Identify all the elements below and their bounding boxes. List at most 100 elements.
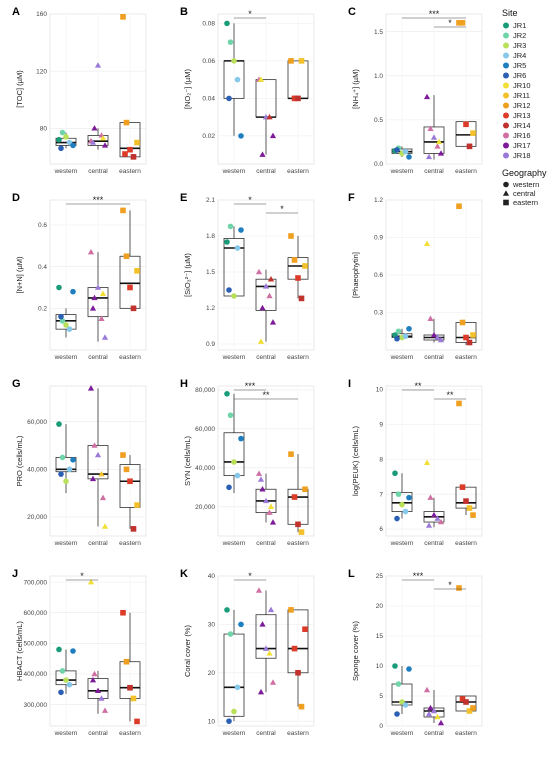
legend-site-swatch: [503, 42, 509, 49]
data-point: [298, 58, 305, 64]
data-point: [399, 501, 405, 508]
x-tick-label: eastern: [119, 354, 141, 361]
data-point: [456, 20, 462, 26]
data-point: [392, 663, 398, 669]
y-tick-label: 25: [376, 573, 384, 580]
data-point: [231, 459, 237, 465]
data-point: [423, 240, 431, 246]
data-point: [456, 400, 462, 407]
data-point: [437, 719, 445, 726]
panel-A: 80 120 160 western central eastern A [TOC] (µM): [12, 6, 147, 175]
data-point: [63, 478, 69, 485]
data-point: [459, 696, 466, 702]
data-point: [269, 679, 277, 685]
data-point: [70, 142, 76, 149]
data-point: [91, 125, 98, 131]
data-point: [224, 390, 230, 397]
y-axis-label: [NO₂⁻] (µM): [183, 69, 192, 109]
y-tick-label: 1.8: [206, 233, 215, 240]
data-point: [255, 470, 263, 476]
x-tick-label: western: [222, 730, 246, 737]
x-tick-label: central: [88, 540, 108, 547]
data-point: [231, 58, 237, 64]
data-point: [434, 143, 441, 149]
data-point: [238, 621, 244, 628]
data-point: [302, 263, 308, 269]
data-point: [288, 233, 294, 239]
y-axis-label: Sponge cover (%): [351, 620, 360, 681]
data-point: [101, 523, 109, 529]
data-point: [425, 710, 433, 717]
legend-site-label: JR12: [513, 101, 531, 110]
y-axis-label: [TOC] (µM): [15, 70, 24, 108]
legend-geography-label: central: [513, 189, 536, 198]
y-tick-label: 6: [379, 526, 383, 533]
data-point: [227, 223, 234, 230]
y-tick-label: 20,000: [195, 504, 215, 511]
box: [223, 432, 245, 477]
data-point: [70, 288, 76, 295]
y-tick-label: 20,000: [27, 514, 47, 521]
panel-label: D: [12, 192, 20, 204]
data-point: [267, 503, 275, 510]
y-tick-label: 10: [376, 387, 384, 394]
legend-geography-label: western: [512, 180, 539, 189]
data-point: [122, 151, 128, 157]
x-tick-label: western: [54, 354, 78, 361]
y-tick-label: 80,000: [195, 387, 215, 394]
legend-geography-swatch: [503, 199, 509, 206]
data-point: [262, 645, 270, 651]
data-point: [427, 315, 434, 321]
data-point: [127, 284, 133, 291]
data-point: [123, 253, 130, 260]
legend-site-label: JR13: [513, 111, 531, 120]
data-point: [238, 435, 244, 442]
y-tick-label: 0.9: [206, 341, 215, 348]
legend-site-label: JR17: [513, 141, 531, 150]
x-tick-label: central: [424, 354, 444, 361]
y-axis-label: [N+N] (µM): [15, 256, 24, 294]
data-point: [430, 707, 438, 714]
data-point: [56, 646, 62, 653]
data-point: [238, 133, 244, 139]
data-point: [423, 459, 431, 465]
data-point: [427, 704, 434, 711]
data-point: [94, 687, 102, 694]
x-tick-label: eastern: [119, 540, 141, 547]
data-point: [425, 522, 433, 528]
data-point: [98, 315, 105, 321]
panel-label: K: [180, 568, 188, 580]
data-point: [59, 454, 66, 461]
data-point: [56, 284, 62, 291]
data-point: [291, 95, 298, 102]
legend-site-swatch: [503, 102, 509, 109]
legend-site-swatch: [503, 62, 509, 69]
legend-site-label: JR2: [513, 31, 526, 40]
data-point: [394, 335, 400, 342]
y-tick-label: 700,000: [24, 579, 48, 586]
y-tick-label: 5: [379, 693, 383, 700]
box: [391, 491, 413, 512]
data-point: [406, 494, 412, 501]
y-tick-label: 0.6: [374, 272, 383, 279]
data-point: [56, 421, 62, 427]
x-tick-label: central: [256, 354, 276, 361]
legend: SiteJR1JR2JR3JR4JR5JR6JR10JR11JR12JR13JR…: [502, 8, 547, 207]
significance-label: **: [414, 381, 422, 391]
y-tick-label: 0.0: [374, 161, 383, 168]
data-point: [298, 529, 305, 535]
legend-site-label: JR3: [513, 41, 526, 50]
significance-label: *: [280, 204, 284, 214]
x-tick-label: western: [222, 168, 246, 175]
data-point: [89, 475, 97, 482]
data-point: [395, 491, 402, 497]
y-tick-label: 1.2: [374, 197, 383, 204]
data-point: [291, 257, 298, 263]
legend-site-swatch: [503, 92, 509, 99]
data-point: [295, 521, 301, 528]
box: [119, 255, 141, 309]
y-tick-label: 15: [376, 633, 384, 640]
x-tick-label: central: [88, 730, 108, 737]
box: [119, 122, 141, 158]
